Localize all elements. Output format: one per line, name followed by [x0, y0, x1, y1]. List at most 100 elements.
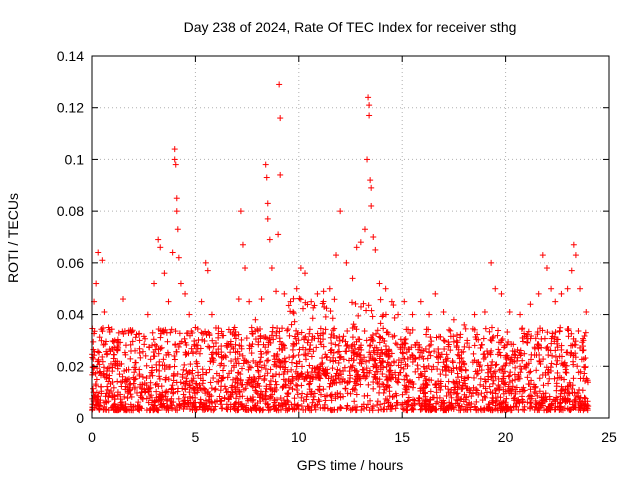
data-point [363, 404, 370, 411]
data-point [273, 396, 280, 403]
data-point [442, 383, 449, 390]
data-point [508, 386, 515, 393]
data-point [246, 363, 253, 370]
data-point [219, 332, 226, 339]
data-point [161, 270, 168, 277]
data-point [109, 404, 116, 411]
data-point [500, 370, 507, 377]
data-point [159, 389, 166, 396]
data-point [139, 373, 146, 380]
y-tick-label: 0.12 [57, 100, 84, 116]
data-point [291, 401, 298, 408]
data-point [122, 351, 129, 358]
data-point [253, 389, 260, 396]
data-point [289, 354, 296, 361]
data-point [531, 344, 538, 351]
x-tick-label: 15 [394, 429, 410, 445]
data-point [346, 368, 353, 375]
data-point [137, 384, 144, 391]
data-point [512, 376, 519, 383]
data-point [354, 371, 361, 378]
data-point [574, 363, 581, 370]
data-point [360, 366, 367, 373]
data-point [157, 397, 164, 404]
data-point [186, 311, 193, 318]
data-point [264, 200, 271, 207]
data-point [380, 325, 387, 332]
data-point [182, 394, 189, 401]
data-point [438, 351, 445, 358]
data-point [357, 239, 364, 246]
data-point [290, 308, 297, 315]
data-point [193, 358, 200, 365]
data-point [201, 401, 208, 408]
data-point [224, 388, 231, 395]
data-point [182, 401, 189, 408]
data-point [368, 307, 375, 314]
data-point [481, 393, 488, 400]
data-point [398, 364, 405, 371]
data-point [506, 308, 513, 315]
data-point [376, 339, 383, 346]
data-point [562, 369, 569, 376]
data-point [377, 353, 384, 360]
data-point [579, 387, 586, 394]
data-point [450, 389, 457, 396]
data-point [112, 358, 119, 365]
data-point [157, 334, 164, 341]
data-point [308, 404, 315, 411]
data-point [492, 285, 499, 292]
data-point [200, 377, 207, 384]
data-point [177, 280, 184, 287]
data-point [428, 366, 435, 373]
data-point [306, 330, 313, 337]
data-point [163, 397, 170, 404]
data-point [143, 375, 150, 382]
data-point [495, 327, 502, 334]
data-point [377, 366, 384, 373]
data-point [329, 365, 336, 372]
data-point [100, 364, 107, 371]
data-point [194, 363, 201, 370]
data-point [342, 338, 349, 345]
data-point [147, 379, 154, 386]
data-point [117, 399, 124, 406]
data-point [446, 326, 453, 333]
data-point [380, 389, 387, 396]
data-point [497, 394, 504, 401]
data-point [544, 329, 551, 336]
data-point [128, 329, 135, 336]
data-point [254, 380, 261, 387]
data-point [246, 380, 253, 387]
data-point [93, 376, 100, 383]
data-point [418, 347, 425, 354]
data-point [183, 378, 190, 385]
data-point [353, 353, 360, 360]
data-point [277, 402, 284, 409]
data-point [377, 320, 384, 327]
data-point [341, 364, 348, 371]
data-point [294, 402, 301, 409]
data-point [383, 329, 390, 336]
data-point [298, 329, 305, 336]
data-point [521, 387, 528, 394]
data-point [217, 362, 224, 369]
data-point [168, 395, 175, 402]
data-point [265, 407, 272, 414]
data-point [558, 342, 565, 349]
data-point [464, 340, 471, 347]
data-point [449, 358, 456, 365]
data-point [382, 343, 389, 350]
data-point [480, 355, 487, 362]
data-point [458, 403, 465, 410]
data-point [317, 338, 324, 345]
data-point [279, 325, 286, 332]
data-point [409, 379, 416, 386]
data-point [300, 398, 307, 405]
data-point [269, 324, 276, 331]
data-point [217, 401, 224, 408]
data-point [554, 336, 561, 343]
data-point [228, 384, 235, 391]
data-point [263, 357, 270, 364]
data-point [582, 395, 589, 402]
